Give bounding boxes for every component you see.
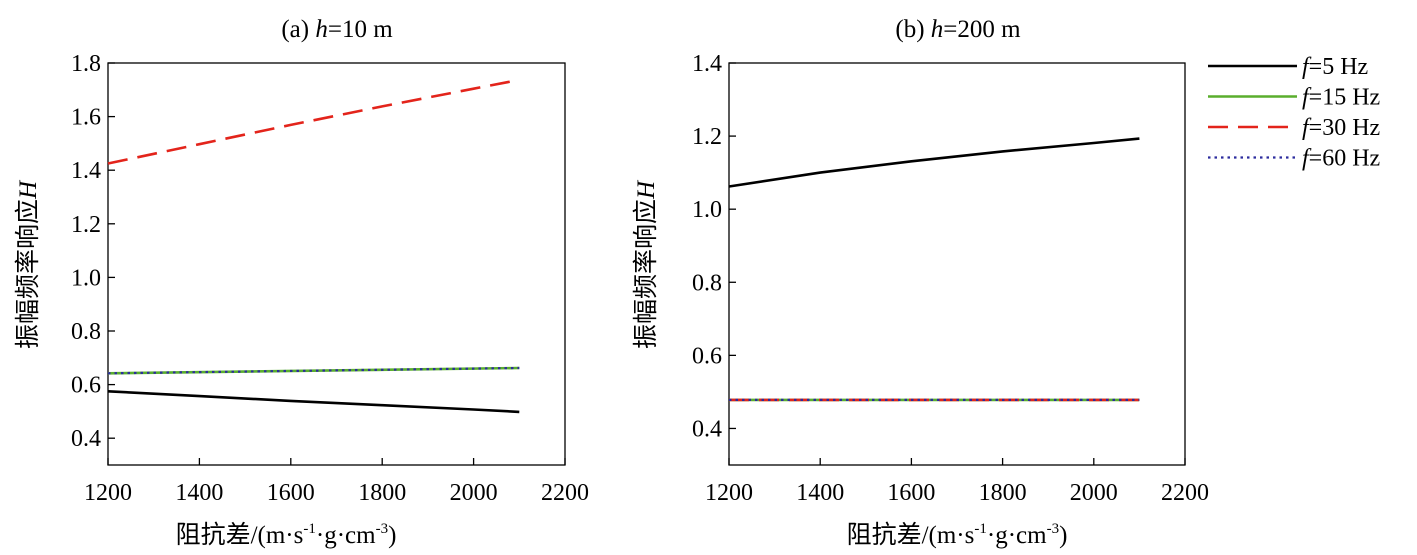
legend-label-4: f=60 Hz xyxy=(1302,146,1380,172)
panel-a-x-tick-label: 1200 xyxy=(84,480,132,506)
panel-a-y-tick-label: 1.8 xyxy=(71,51,101,77)
panel-b-x-tick-label: 1200 xyxy=(705,480,753,506)
panel-b-x-tick-label: 1600 xyxy=(887,480,935,506)
panel-a-y-tick-label: 0.8 xyxy=(71,319,101,345)
panel-b-series-line-1 xyxy=(728,137,1140,188)
panel-a-x-axis-title: 阻抗差/(m·s-1·g·cm-3) xyxy=(176,521,397,549)
panel-a-x-tick-label: 2000 xyxy=(450,480,498,506)
legend-label-2: f=15 Hz xyxy=(1302,85,1380,111)
panel-a-series xyxy=(107,78,520,414)
panel-b-y-tick-label: 0.8 xyxy=(692,270,722,296)
panel-b-y-tick-label: 1.0 xyxy=(692,197,722,223)
legend: f=5 Hz f=15 Hz f=30 Hz f=60 Hz xyxy=(1208,54,1380,172)
panel-b-x-tick-label: 1800 xyxy=(979,480,1027,506)
panel-a-y-tick-label: 1.2 xyxy=(71,212,101,238)
panel-a-y-tick-label: 1.0 xyxy=(71,265,101,291)
panel-a-y-axis-title: 振幅频率响应H xyxy=(14,179,42,349)
panel-b-x-axis-title: 阻抗差/(m·s-1·g·cm-3) xyxy=(847,521,1068,549)
chart-panel-a: (a) h=10 m 0.4 0.6 0.8 1.0 1.2 1.4 1.6 1.8 1200… xyxy=(14,16,589,549)
panel-b-y-tick-label: 1.2 xyxy=(692,124,722,150)
panel-a-y-ticks: 0.4 0.6 0.8 1.0 1.2 1.4 1.6 1.8 xyxy=(71,51,115,452)
panel-a-x-tick-label: 1800 xyxy=(358,480,406,506)
panel-a-series-line-1 xyxy=(107,390,520,414)
panel-b-y-ticks: 0.4 0.6 0.8 1.0 1.2 1.4 xyxy=(692,51,736,442)
panel-b-x-tick-label: 1400 xyxy=(796,480,844,506)
panel-b-title: (b) h=200 m xyxy=(895,16,1021,43)
panel-a-y-tick-label: 1.6 xyxy=(71,105,101,131)
panel-a-y-tick-label: 1.4 xyxy=(71,158,101,184)
panel-a-x-tick-label: 2200 xyxy=(541,480,589,506)
panel-b-y-axis-title: 振幅频率响应H xyxy=(632,179,660,349)
panel-b-plot-frame xyxy=(728,62,1186,466)
panel-b-x-ticks: 1200 1400 1600 1800 2000 2200 xyxy=(705,458,1209,506)
panel-b-y-tick-label: 1.4 xyxy=(692,51,722,77)
chart-panel-b: (b) h=200 m 0.40.60.81.01.21.4 1200 1400 1… xyxy=(632,16,1209,549)
panel-a-x-tick-label: 1400 xyxy=(175,480,223,506)
panel-a-x-ticks: 1200 1400 1600 1800 2000 2200 xyxy=(84,458,589,506)
panel-a-series-line-2 xyxy=(107,366,520,375)
panel-a-y-tick-label: 0.4 xyxy=(71,426,101,452)
panel-b-x-tick-label: 2200 xyxy=(1161,480,1209,506)
panel-b-y-tick-label: 0.4 xyxy=(692,416,722,442)
panel-b-y-tick-label: 0.6 xyxy=(692,343,722,369)
legend-label-1: f=5 Hz xyxy=(1302,54,1368,80)
panel-a-plot-frame xyxy=(107,62,566,466)
panel-a-y-tick-label: 0.6 xyxy=(71,373,101,399)
panel-a-title: (a) h=10 m xyxy=(281,16,393,43)
panel-a-x-tick-label: 1600 xyxy=(267,480,315,506)
panel-b-series xyxy=(728,137,1140,402)
panel-b-x-tick-label: 2000 xyxy=(1070,480,1118,506)
legend-label-3: f=30 Hz xyxy=(1302,115,1380,141)
panel-a-series-line-3 xyxy=(107,78,520,165)
